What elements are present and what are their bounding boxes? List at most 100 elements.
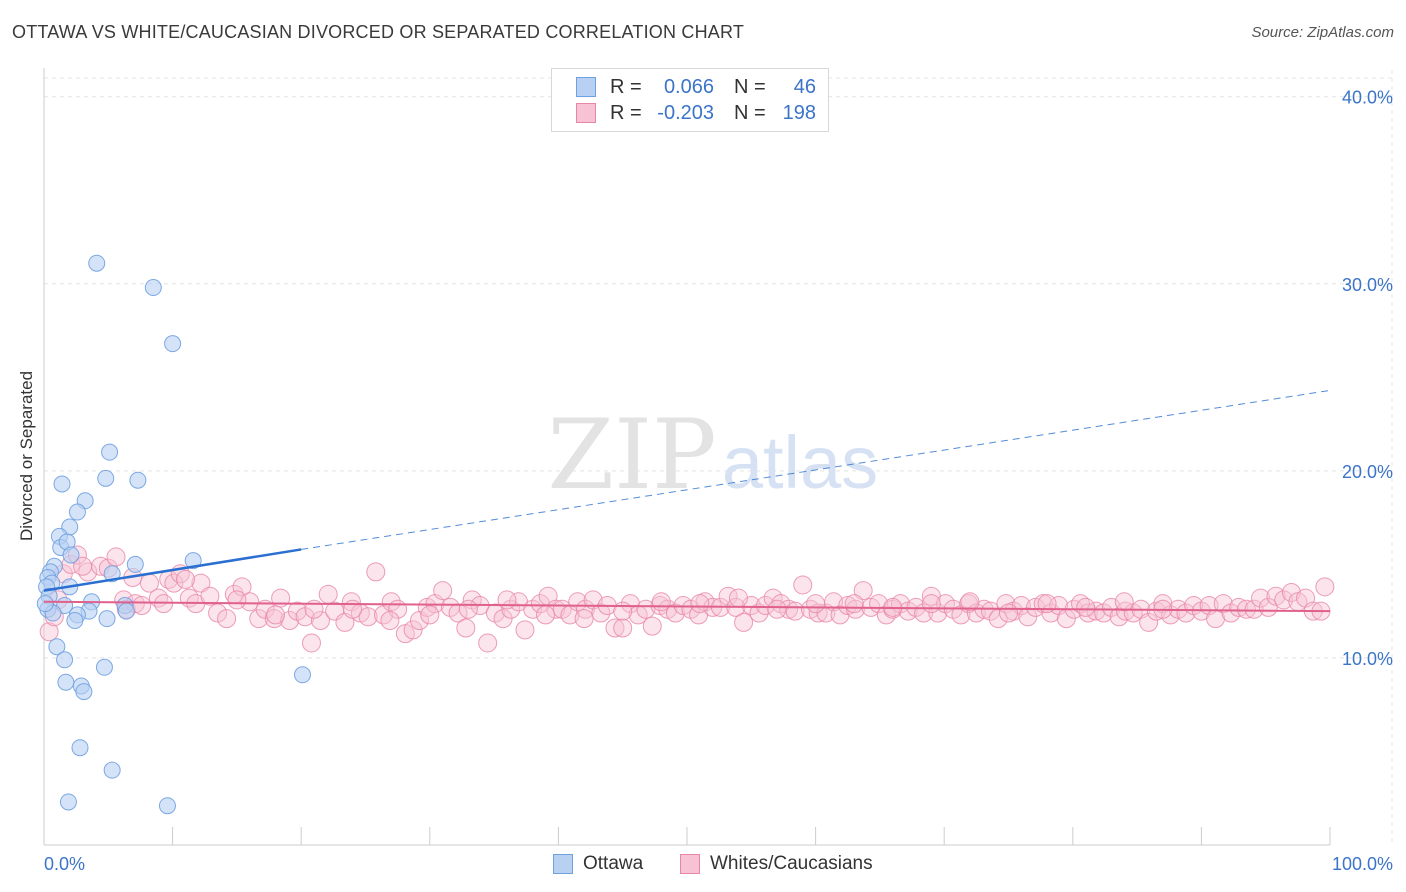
whites-point xyxy=(853,581,873,601)
legend-label-whites: Whites/Caucasians xyxy=(710,853,873,874)
legend-n-label: N = xyxy=(734,101,766,124)
whites-point xyxy=(536,605,556,625)
whites-point xyxy=(301,633,321,653)
tick-labels: 10.0% 20.0% 30.0% 40.0% 0.0% 100.0% xyxy=(44,88,1393,874)
legend-n-value: 46 xyxy=(793,75,816,98)
whites-point xyxy=(574,609,594,629)
legend-swatch-ottawa xyxy=(553,854,573,874)
ottawa-point xyxy=(53,475,71,493)
whites-point xyxy=(485,603,505,623)
y-tick-label: 10.0% xyxy=(1342,649,1393,669)
whites-point xyxy=(613,618,633,638)
whites-point xyxy=(728,588,748,608)
y-tick-label: 30.0% xyxy=(1342,275,1393,295)
whites-point xyxy=(318,584,338,604)
ottawa-point xyxy=(98,610,116,628)
grid xyxy=(44,70,1393,845)
axes xyxy=(43,68,1331,846)
watermark-atlas: atlas xyxy=(722,421,878,504)
ottawa-point xyxy=(103,761,121,779)
ottawa-point xyxy=(88,254,106,272)
legend-swatch-whites xyxy=(576,103,596,123)
y-tick-label: 20.0% xyxy=(1342,462,1393,482)
legend-row-whites: R = -0.203 N = 198 xyxy=(576,101,816,125)
legend-row-ottawa: R = 0.066 N = 46 xyxy=(576,75,816,99)
legend-item-ottawa[interactable]: Ottawa xyxy=(553,852,643,876)
ottawa-point xyxy=(117,602,135,620)
whites-point xyxy=(73,556,93,576)
whites-point xyxy=(845,599,865,619)
ottawa-point xyxy=(57,673,75,691)
legend-r-value: 0.066 xyxy=(663,75,714,98)
legend-n-value: 198 xyxy=(782,101,816,124)
whites-point xyxy=(381,592,401,612)
whites-point xyxy=(921,594,941,614)
whites-point xyxy=(200,586,220,606)
x-tick-label: 100.0% xyxy=(1332,854,1393,874)
whites-point xyxy=(605,618,625,638)
legend-item-whites[interactable]: Whites/Caucasians xyxy=(680,852,873,876)
ottawa-point xyxy=(126,555,144,573)
whites-point xyxy=(591,603,611,623)
ottawa-point xyxy=(184,552,202,570)
ottawa-point xyxy=(129,471,147,489)
whites-point xyxy=(690,594,710,614)
legend-n-label: N = xyxy=(734,75,766,98)
chart-title: OTTAWA VS WHITE/CAUCASIAN DIVORCED OR SE… xyxy=(12,22,745,42)
whites-point xyxy=(1221,603,1241,623)
whites-point xyxy=(78,562,98,582)
whites-point xyxy=(366,562,386,582)
legend-r-label: R = xyxy=(610,75,642,98)
whites-point xyxy=(1315,577,1335,597)
whites-point xyxy=(358,607,378,627)
whites-point xyxy=(642,616,662,636)
whites-point xyxy=(636,599,656,619)
whites-point xyxy=(191,573,211,593)
ottawa-point xyxy=(36,595,54,613)
whites-point xyxy=(420,605,440,625)
stats-legend: R = 0.066 N = 46 R = -0.203 N = 198 xyxy=(551,68,829,132)
whites-point xyxy=(343,599,363,619)
whites-point xyxy=(227,590,247,610)
whites-point xyxy=(175,569,195,589)
whites-point xyxy=(1146,601,1166,621)
ottawa-trend-extension xyxy=(301,389,1331,550)
ottawa-point xyxy=(101,443,119,461)
ottawa-point xyxy=(71,739,89,757)
whites-point xyxy=(1258,597,1278,617)
ottawa-point xyxy=(95,658,113,676)
legend-swatch-whites xyxy=(680,854,700,874)
legend-r-value: -0.203 xyxy=(657,101,714,124)
whites-point xyxy=(1176,603,1196,623)
watermark-zip: ZIP xyxy=(547,399,716,511)
whites-point xyxy=(651,592,671,612)
whites-point xyxy=(1139,612,1159,632)
ottawa-point xyxy=(103,565,121,583)
whites-point xyxy=(844,594,864,614)
whites-point xyxy=(265,605,285,625)
whites-point xyxy=(1086,601,1106,621)
whites-point xyxy=(106,547,126,567)
whites-point xyxy=(380,611,400,631)
ottawa-point xyxy=(56,651,74,669)
legend-r-label: R = xyxy=(610,101,642,124)
whites-point xyxy=(217,609,237,629)
legend-swatch-ottawa xyxy=(576,77,596,97)
whites-trend-line xyxy=(43,600,1331,613)
ottawa-point xyxy=(62,546,80,564)
whites-point xyxy=(1281,582,1301,602)
ottawa-point xyxy=(97,469,115,487)
whites-point xyxy=(793,575,813,595)
whites-point xyxy=(164,573,184,593)
ottawa-point xyxy=(144,279,162,297)
whites-point xyxy=(1236,599,1256,619)
whites-point xyxy=(287,601,307,621)
ottawa-point xyxy=(75,683,93,701)
whites-point xyxy=(478,633,498,653)
ottawa-point xyxy=(158,797,176,815)
whites-point xyxy=(999,603,1018,623)
whites-point xyxy=(665,603,685,623)
whites-point xyxy=(1114,592,1134,612)
ottawa-point xyxy=(164,335,182,353)
